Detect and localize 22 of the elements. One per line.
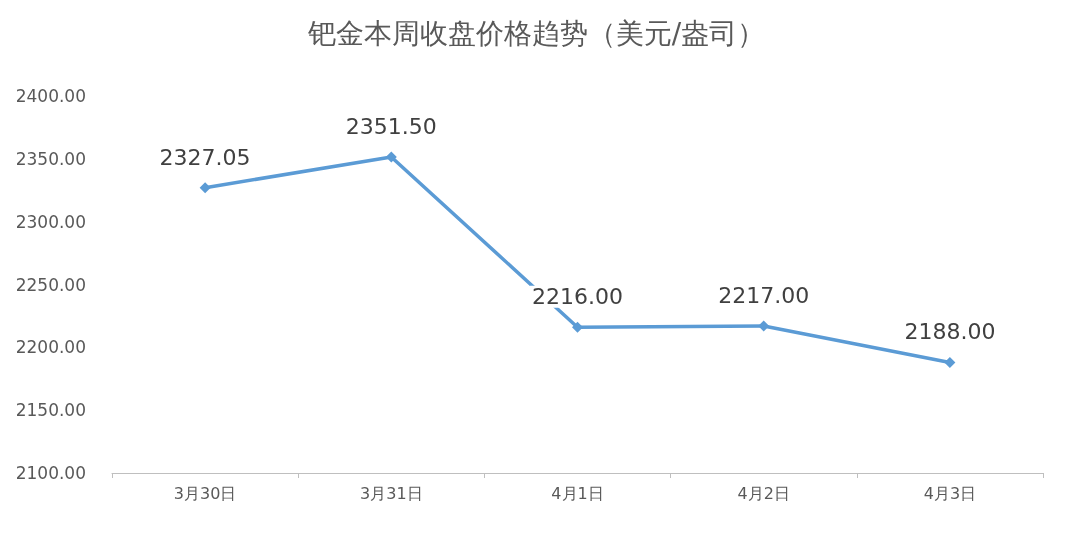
data-label: 2216.00 — [532, 284, 623, 310]
y-tick-label: 2150.00 — [15, 400, 86, 421]
data-label: 2327.05 — [159, 144, 251, 170]
x-tick-label: 3月31日 — [360, 483, 423, 503]
point — [944, 356, 956, 368]
chart-title: 钯金本周收盘价格趋势（美元/盎司） — [306, 16, 766, 50]
x-tick-label: 3月30日 — [173, 483, 237, 503]
y-tick-label: 2300.00 — [15, 211, 86, 232]
point — [758, 320, 770, 332]
y-tick-label: 2200.00 — [15, 337, 86, 358]
x-tick-label: 4月1日 — [551, 483, 604, 503]
point — [572, 321, 583, 333]
y-tick-label: 2250.00 — [15, 274, 86, 295]
data-label: 2217.00 — [718, 282, 810, 308]
y-tick-label: 2350.00 — [15, 148, 86, 169]
x-tick-label: 4月2日 — [737, 483, 790, 503]
y-tick-label: 2100.00 — [15, 463, 86, 483]
data-label: 2188.00 — [904, 319, 996, 345]
point — [199, 182, 211, 194]
x-tick-label: 4月3日 — [923, 483, 977, 503]
y-tick-label: 2400.00 — [15, 86, 86, 106]
data-label: 2351.50 — [345, 113, 437, 139]
